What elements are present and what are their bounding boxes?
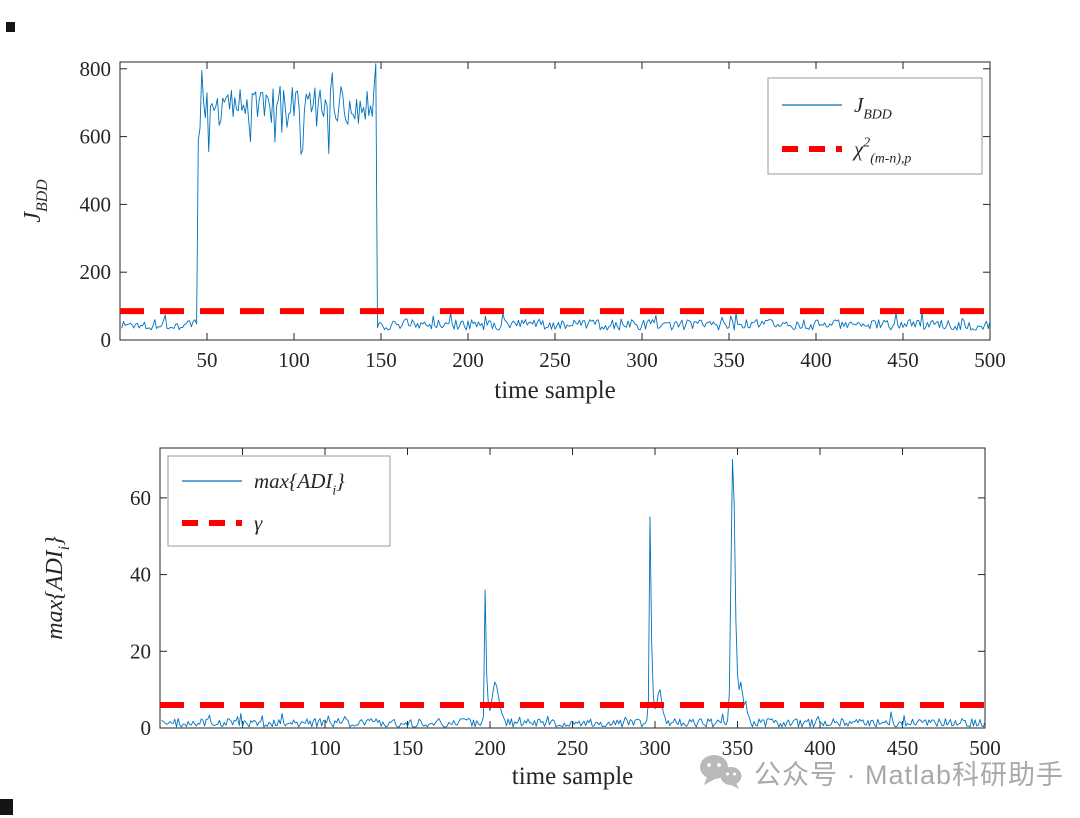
x-tick-label: 350 bbox=[722, 736, 754, 760]
x-tick-label: 500 bbox=[974, 348, 1006, 372]
series-line bbox=[121, 63, 991, 331]
x-tick-label: 200 bbox=[452, 348, 484, 372]
legend-box bbox=[767, 77, 983, 175]
y-tick-label: 600 bbox=[80, 125, 112, 149]
x-tick-label: 150 bbox=[365, 348, 397, 372]
x-tick-label: 350 bbox=[713, 348, 745, 372]
x-tick-label: 50 bbox=[232, 736, 253, 760]
x-tick-label: 250 bbox=[557, 736, 589, 760]
x-tick-label: 50 bbox=[197, 348, 218, 372]
corner-artifact-bottom-left bbox=[0, 799, 13, 815]
chart-top: 50 100 150 200 250 300 350 400 450 500 0 200 400 600 8… bbox=[20, 57, 1006, 404]
legend-entry-label: max{ADIi} bbox=[254, 469, 345, 497]
watermark: 公众号 · Matlab科研助手 bbox=[697, 752, 1064, 792]
x-tick-label: 450 bbox=[887, 348, 919, 372]
y-tick-label: 40 bbox=[130, 563, 151, 587]
x-tick-label: 500 bbox=[969, 736, 1001, 760]
x-tick-label: 300 bbox=[639, 736, 671, 760]
y-tick-label: 200 bbox=[80, 260, 112, 284]
x-tick-label: 400 bbox=[804, 736, 836, 760]
y-axis-label: max{ADIi} bbox=[42, 536, 73, 640]
corner-artifact-top-left bbox=[6, 22, 15, 32]
y-axis-label: JBDD bbox=[20, 179, 51, 223]
legend-entry-label: χ2(m-n),p bbox=[852, 135, 911, 167]
y-tick-label: 0 bbox=[101, 328, 112, 352]
watermark-text: 公众号 · Matlab科研助手 bbox=[753, 759, 1064, 790]
x-axis-label: time sample bbox=[494, 377, 616, 404]
x-tick-label: 450 bbox=[887, 736, 919, 760]
wechat-icon bbox=[699, 755, 742, 789]
x-tick-label: 100 bbox=[309, 736, 341, 760]
x-tick-label: 100 bbox=[278, 348, 310, 372]
legend-entry-label: JBDD bbox=[854, 93, 892, 121]
y-tick-label: 60 bbox=[130, 486, 151, 510]
x-tick-label: 200 bbox=[474, 736, 506, 760]
y-tick-label: 800 bbox=[80, 57, 112, 81]
x-axis-label: time sample bbox=[512, 763, 634, 790]
x-tick-label: 300 bbox=[626, 348, 658, 372]
series-line bbox=[161, 459, 986, 728]
y-tick-label: 0 bbox=[141, 716, 152, 740]
x-tick-label: 250 bbox=[539, 348, 571, 372]
chart-bottom: 50 100 150 200 250 300 350 400 450 500 0 20 40 60 time… bbox=[42, 447, 1001, 790]
y-tick-label: 20 bbox=[130, 639, 151, 663]
legend-box bbox=[167, 455, 391, 547]
y-tick-label: 400 bbox=[80, 192, 112, 216]
x-tick-label: 150 bbox=[392, 736, 424, 760]
legend-entry-label: γ bbox=[254, 511, 263, 535]
x-tick-label: 400 bbox=[800, 348, 832, 372]
